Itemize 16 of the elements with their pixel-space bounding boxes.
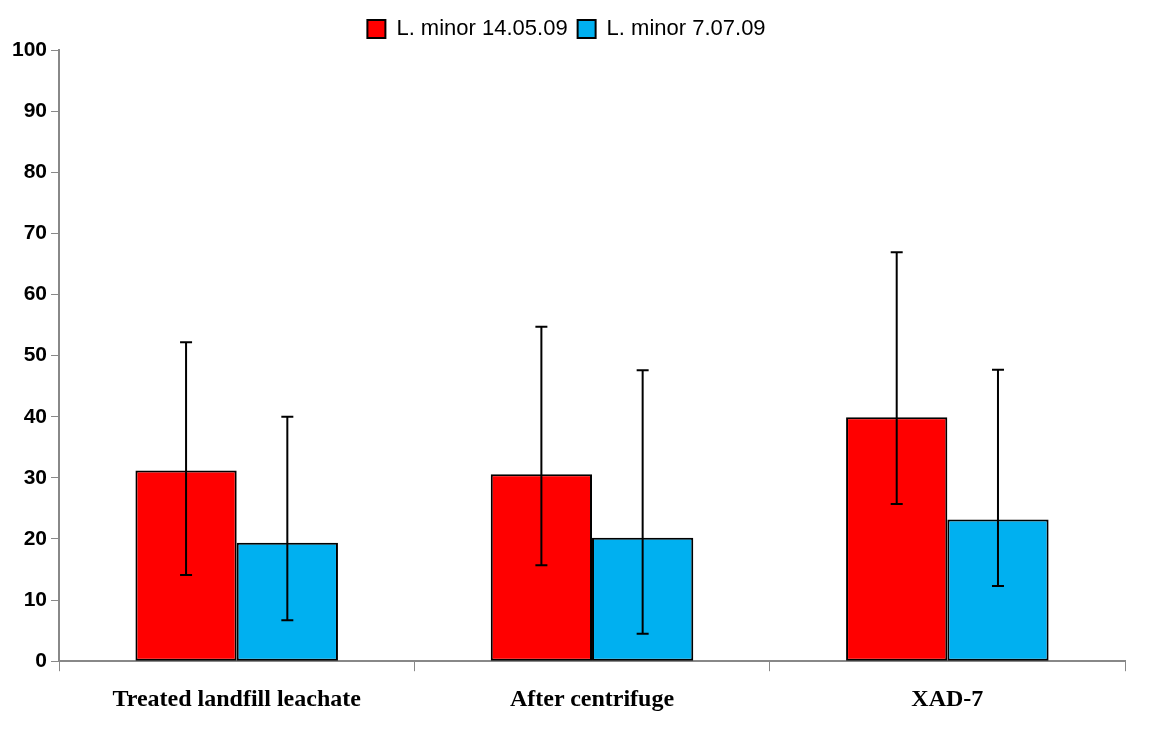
x-tick-label: After centrifuge (509, 684, 675, 711)
x-tick-label: Treated landfill leachate (112, 684, 362, 711)
y-tick-label: 40 (23, 403, 48, 427)
legend-label: L. minor 14.05.09 (396, 15, 568, 41)
y-tick-label: 90 (23, 97, 48, 121)
y-tick-label: 70 (23, 220, 48, 244)
y-tick-label: 60 (23, 281, 48, 305)
y-tick-label: 100 (11, 36, 48, 60)
legend-label: L. minor 7.07.09 (606, 15, 766, 41)
y-tick-label: 80 (23, 159, 48, 183)
x-tick-label: XAD-7 (911, 684, 984, 711)
y-tick-label: 10 (23, 586, 48, 610)
y-tick-label: 50 (23, 342, 48, 366)
y-tick-label: 20 (23, 525, 48, 549)
y-tick-label: 0 (35, 648, 48, 671)
y-tick-label: 30 (23, 464, 48, 488)
